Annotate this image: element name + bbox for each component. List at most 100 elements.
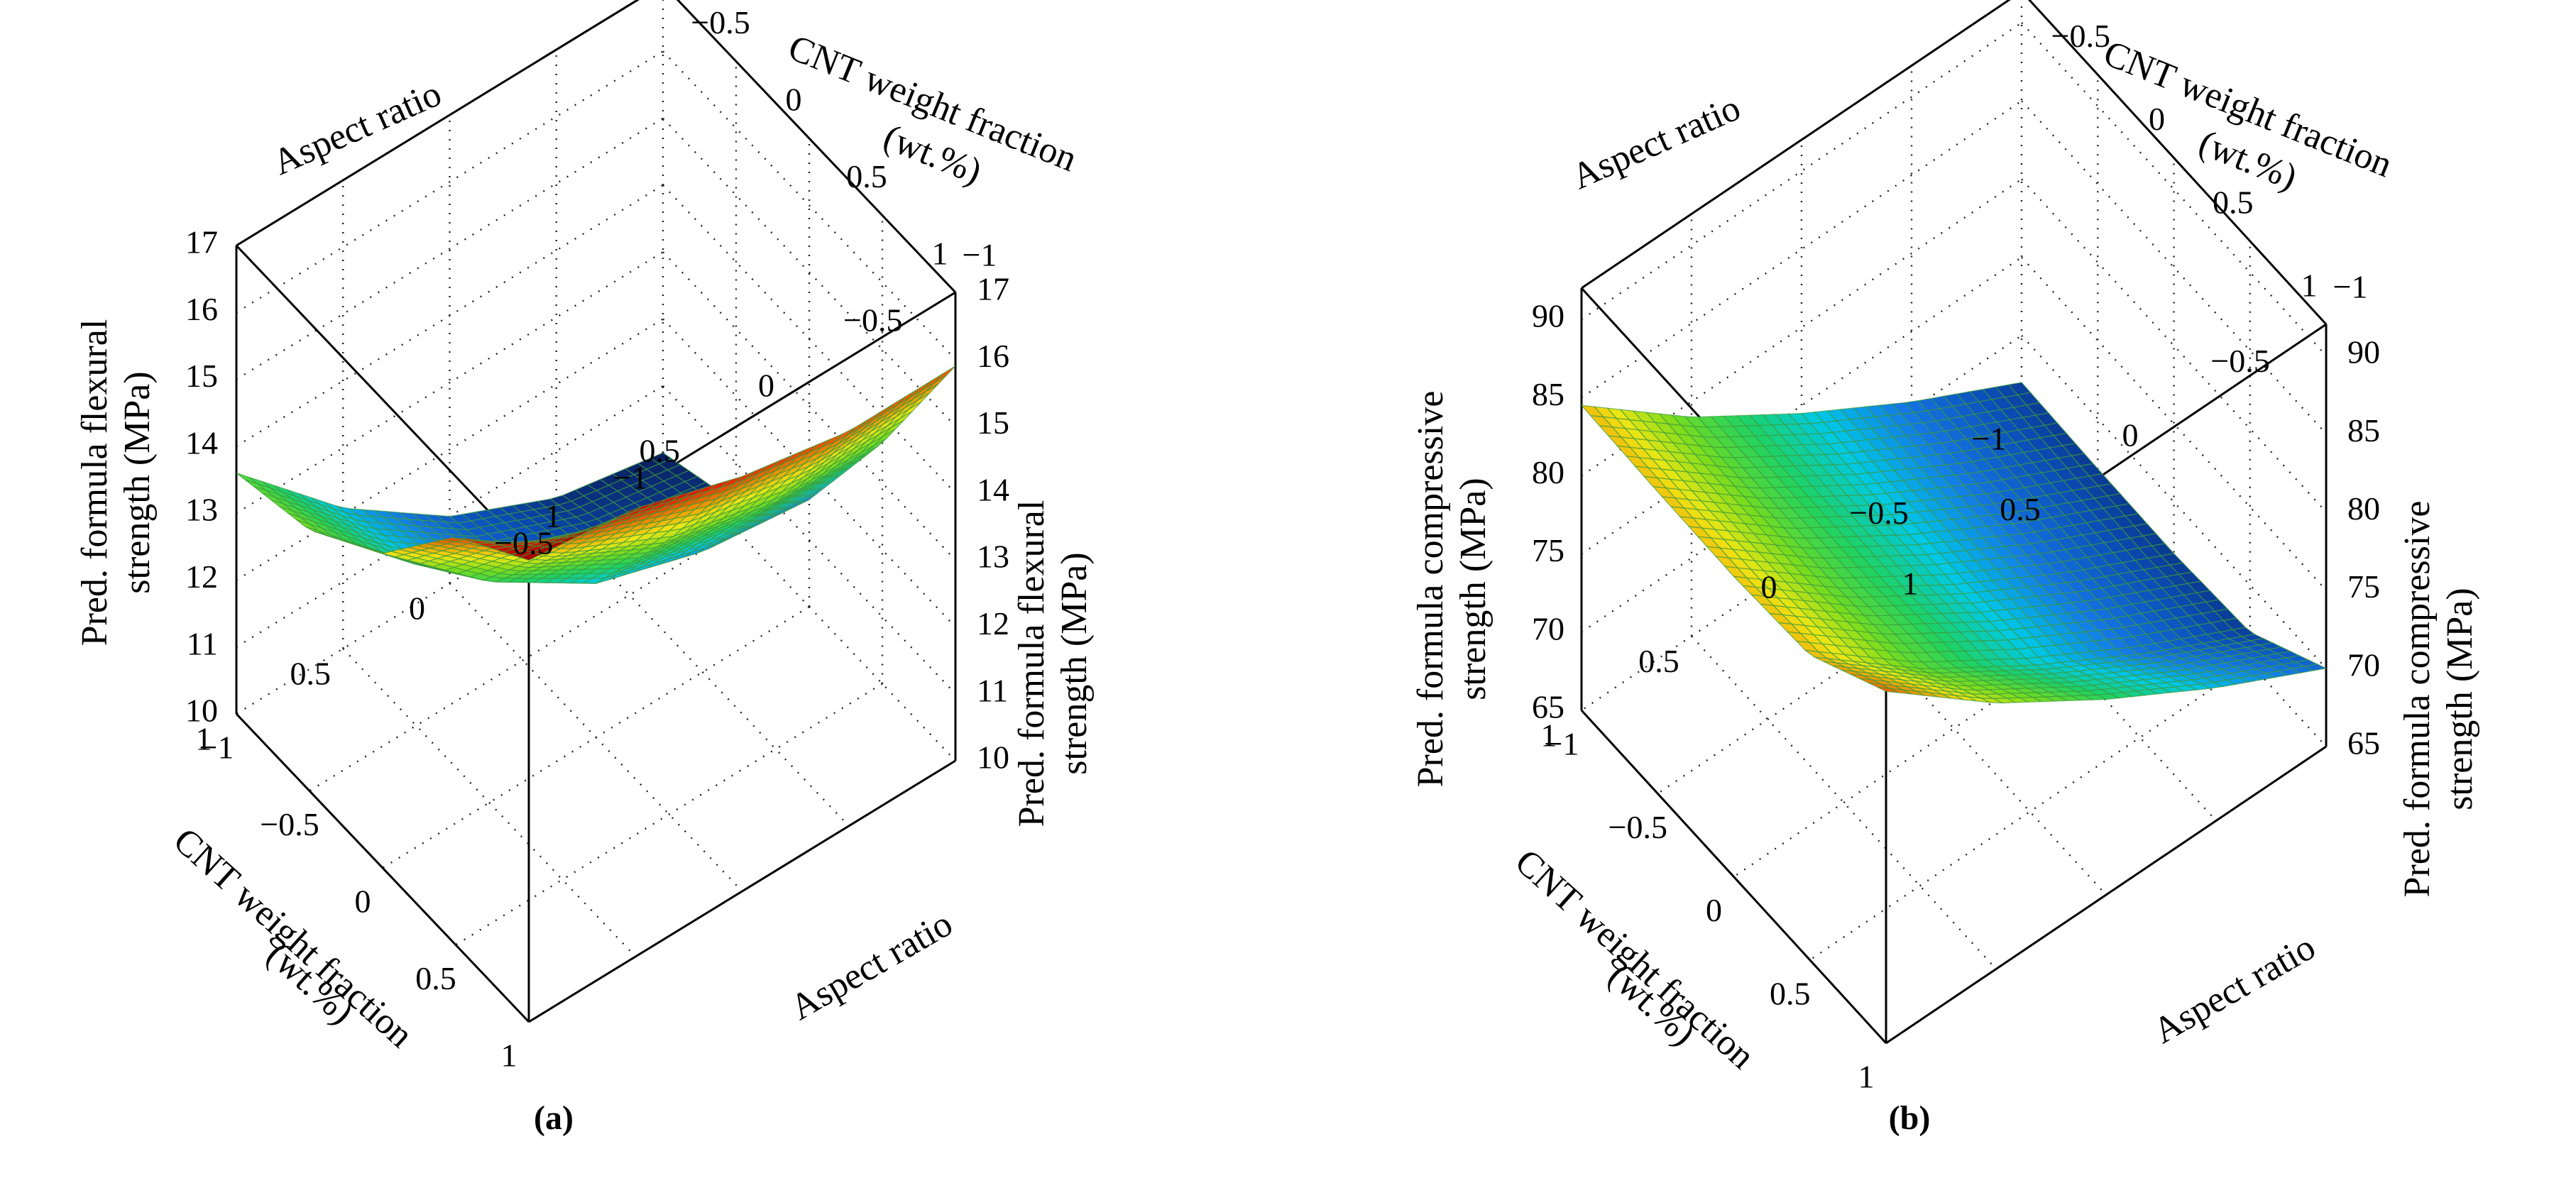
z-tick-left: 14 <box>185 424 218 461</box>
x-tick-top: 0 <box>786 82 802 118</box>
x-tick-bottom: 0 <box>1706 892 1722 928</box>
z-axis-label-left: Pred. formula flexural <box>75 319 115 646</box>
grid-line <box>342 648 637 957</box>
y-axis-label-bottom: CNT weight fraction <box>1507 842 1762 1077</box>
y-tick-bottom: −0.5 <box>1849 495 1908 531</box>
grid-line <box>236 50 664 314</box>
x-tick-bottom: 0.5 <box>1770 975 1811 1011</box>
z-axis-label-right: strength (MPa) <box>1054 552 1095 774</box>
y-tick-top: 0.5 <box>640 433 681 469</box>
y-tick-top: 0.5 <box>2000 491 2041 527</box>
z-tick-right: 13 <box>977 539 1009 575</box>
z-tick-left: 80 <box>1532 454 1564 490</box>
z-tick-right: 11 <box>977 672 1008 708</box>
box-edge <box>1885 745 2327 1045</box>
z-tick-right: 70 <box>2347 646 2380 683</box>
z-tick-right: 90 <box>2347 334 2380 370</box>
z-tick-right: 85 <box>2347 412 2380 448</box>
y-tick-bottom: 1 <box>196 721 212 757</box>
z-tick-right: 17 <box>977 271 1009 307</box>
y-tick-bottom: 0.5 <box>1638 643 1679 679</box>
z-tick-left: 70 <box>1532 610 1564 646</box>
box-edge <box>235 712 530 1023</box>
box-edge <box>235 244 530 555</box>
x-tick-top: −0.5 <box>691 4 750 40</box>
box-edge <box>676 0 957 294</box>
z-axis-label-left: Pred. formula compressive <box>1410 391 1451 788</box>
chart-panel-b: −1−0.500.51−1−0.500.51−1−0.500.51−1−0.50… <box>1410 0 2480 1137</box>
tick-labels: −1−0.500.51−1−0.500.51−1−0.500.51−1−0.50… <box>185 4 1009 1074</box>
y-tick-bottom: −1 <box>613 460 648 496</box>
z-axis-label-right: strength (MPa) <box>2440 588 2480 810</box>
z-tick-left: 15 <box>185 358 218 394</box>
x-tick-bottom: −0.5 <box>1608 809 1667 845</box>
box-edge <box>528 759 956 1023</box>
tick-labels: −1−0.500.51−1−0.500.51−1−0.500.51−1−0.50… <box>1532 18 2380 1095</box>
grid-line <box>662 50 956 360</box>
y-axis-label-bottom: CNT weight fraction <box>165 820 420 1056</box>
x-tick-bottom: 0 <box>355 884 371 920</box>
z-tick-left: 12 <box>185 558 218 595</box>
x-tick-top: 0 <box>2149 101 2165 137</box>
z-tick-left: 85 <box>1532 376 1564 412</box>
y-tick-top: −0.5 <box>2210 343 2269 379</box>
y-tick-top: −1 <box>2333 269 2368 305</box>
z-tick-right: 65 <box>2347 725 2380 761</box>
grid-line <box>662 185 956 494</box>
z-tick-right: 15 <box>977 404 1009 441</box>
panel-label: (b) <box>1889 1099 1931 1137</box>
chart-panel-a: −1−0.500.51−1−0.500.51−1−0.500.51−1−0.50… <box>75 0 1095 1137</box>
grid-line <box>236 251 664 514</box>
grid-lines <box>236 0 956 957</box>
grid-line <box>2021 100 2327 435</box>
x-tick-bottom: −1 <box>199 730 234 766</box>
z-tick-left: 65 <box>1532 689 1564 725</box>
y-tick-bottom: 0 <box>1761 569 1777 605</box>
grid-line <box>2021 335 2327 669</box>
z-axis-label-right: Pred. formula compressive <box>2397 501 2438 898</box>
x-axis-label-top: Aspect ratio <box>1566 87 1746 197</box>
x-axis-label-bottom: Aspect ratio <box>2147 927 2322 1052</box>
grid-line <box>1691 635 1997 970</box>
y-tick-bottom: −1 <box>1972 421 2007 457</box>
z-tick-right: 75 <box>2347 568 2380 605</box>
x-tick-bottom: 0.5 <box>415 960 456 996</box>
z-tick-right: 80 <box>2347 490 2380 527</box>
z-axis-label-left: strength (MPa) <box>1453 478 1493 700</box>
x-tick-top: 0.5 <box>846 158 887 194</box>
z-tick-left: 90 <box>1532 298 1564 334</box>
y-tick-top: 0 <box>2122 417 2139 453</box>
y-tick-bottom: 0 <box>409 590 425 627</box>
grid-line <box>555 517 850 827</box>
grid-line <box>2021 22 2327 356</box>
grid-line <box>455 683 883 946</box>
grid-line <box>236 184 664 447</box>
y-tick-top: −0.5 <box>843 302 902 338</box>
surface-cell <box>519 551 543 561</box>
grid-line <box>2021 256 2327 591</box>
y-tick-top: 1 <box>545 498 561 534</box>
surface <box>236 365 956 584</box>
x-tick-top: 1 <box>2301 268 2318 304</box>
box-edge <box>236 0 640 247</box>
y-tick-bottom: −0.5 <box>494 525 553 561</box>
x-axis-label-top: Aspect ratio <box>267 73 447 183</box>
z-tick-right: 16 <box>977 338 1009 374</box>
grid-line <box>662 385 956 695</box>
box-edge <box>2027 0 2328 326</box>
z-tick-left: 75 <box>1532 532 1564 568</box>
x-tick-bottom: 1 <box>1858 1059 1875 1095</box>
x-tick-bottom: −0.5 <box>260 806 319 842</box>
grid-line <box>236 117 664 380</box>
z-tick-right: 12 <box>977 605 1009 642</box>
surface <box>1580 382 2328 704</box>
z-tick-left: 13 <box>185 492 218 528</box>
surface-cell <box>933 365 956 383</box>
x-tick-top: −0.5 <box>2051 18 2110 54</box>
grid-line <box>1809 662 2251 961</box>
z-tick-right: 14 <box>977 471 1009 507</box>
x-tick-bottom: 1 <box>501 1037 517 1074</box>
y-tick-top: 1 <box>1902 566 1919 602</box>
box-edge <box>1581 0 2011 290</box>
